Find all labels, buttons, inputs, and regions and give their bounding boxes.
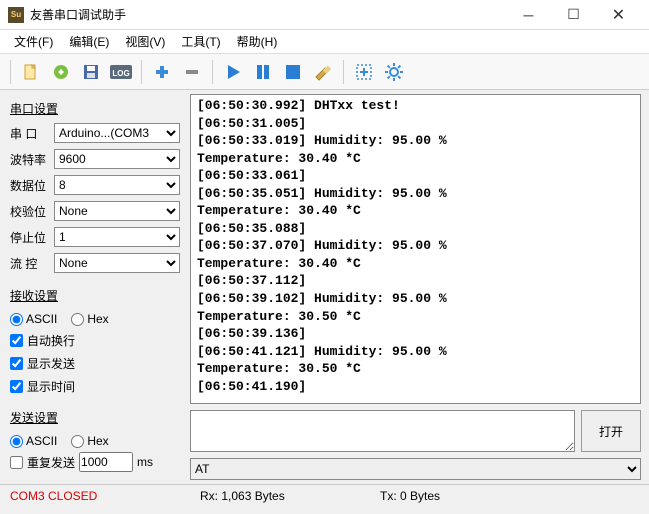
toolbar: LOG (0, 54, 649, 90)
save-button[interactable] (77, 58, 105, 86)
showtime-checkbox[interactable] (10, 380, 23, 393)
flow-row: 流 控 None (10, 253, 180, 273)
maximize-button[interactable]: ☐ (551, 0, 596, 30)
close-button[interactable]: ✕ (596, 0, 641, 30)
toolbar-separator (141, 60, 142, 84)
console-output[interactable]: [06:50:30.992] DHTxx test! [06:50:31.005… (190, 94, 641, 404)
window-controls: ─ ☐ ✕ (506, 0, 641, 30)
menu-view[interactable]: 视图(V) (117, 31, 173, 52)
menu-tools[interactable]: 工具(T) (173, 31, 228, 52)
data-select[interactable]: 8 (54, 175, 180, 195)
right-panel: [06:50:30.992] DHTxx test! [06:50:31.005… (190, 90, 649, 484)
add-box-button[interactable] (350, 58, 378, 86)
toolbar-separator (212, 60, 213, 84)
menubar: 文件(F) 编辑(E) 视图(V) 工具(T) 帮助(H) (0, 30, 649, 54)
showtime-label: 显示时间 (27, 378, 75, 395)
new-file-button[interactable] (17, 58, 45, 86)
stop-select[interactable]: 1 (54, 227, 180, 247)
autowrap-label: 自动换行 (27, 332, 75, 349)
left-panel: 串口设置 串 口 Arduino...(COM3 波特率 9600 数据位 8 … (0, 90, 190, 484)
autowrap-checkbox[interactable] (10, 334, 23, 347)
open-button[interactable]: 打开 (581, 410, 641, 452)
play-button[interactable] (219, 58, 247, 86)
status-port: COM3 CLOSED (0, 489, 190, 503)
stop-label: 停止位 (10, 229, 54, 246)
clear-button[interactable] (309, 58, 337, 86)
log-button[interactable]: LOG (107, 58, 135, 86)
serial-settings-title: 串口设置 (10, 100, 180, 117)
parity-select[interactable]: None (54, 201, 180, 221)
at-select[interactable]: AT (190, 458, 641, 480)
port-label: 串 口 (10, 125, 54, 142)
port-select[interactable]: Arduino...(COM3 (54, 123, 180, 143)
send-format-row: ASCII Hex (10, 434, 180, 448)
recv-ascii-label: ASCII (26, 312, 57, 326)
at-row: AT (190, 458, 641, 480)
menu-edit[interactable]: 编辑(E) (61, 31, 117, 52)
port-row: 串 口 Arduino...(COM3 (10, 123, 180, 143)
statusbar: COM3 CLOSED Rx: 1,063 Bytes Tx: 0 Bytes (0, 484, 649, 506)
showsend-label: 显示发送 (27, 355, 75, 372)
settings-button[interactable] (380, 58, 408, 86)
send-ascii-label: ASCII (26, 434, 57, 448)
send-ascii-radio[interactable]: ASCII (10, 434, 57, 448)
status-rx: Rx: 1,063 Bytes (190, 489, 370, 503)
plus-button[interactable] (148, 58, 176, 86)
parity-label: 校验位 (10, 203, 54, 220)
send-input[interactable] (190, 410, 575, 452)
status-tx: Tx: 0 Bytes (370, 489, 450, 503)
send-ascii-input[interactable] (10, 435, 23, 448)
recv-hex-radio[interactable]: Hex (71, 312, 108, 326)
minimize-button[interactable]: ─ (506, 0, 551, 30)
recv-ascii-input[interactable] (10, 313, 23, 326)
send-hex-radio[interactable]: Hex (71, 434, 108, 448)
repeat-label: 重复发送 (27, 454, 75, 471)
flow-label: 流 控 (10, 255, 54, 272)
recv-settings-title: 接收设置 (10, 287, 180, 304)
autowrap-row[interactable]: 自动换行 (10, 332, 180, 349)
send-settings-title: 发送设置 (10, 409, 180, 426)
baud-label: 波特率 (10, 151, 54, 168)
send-hex-label: Hex (87, 434, 108, 448)
showtime-row[interactable]: 显示时间 (10, 378, 180, 395)
main-area: 串口设置 串 口 Arduino...(COM3 波特率 9600 数据位 8 … (0, 90, 649, 484)
stop-row: 停止位 1 (10, 227, 180, 247)
toolbar-separator (343, 60, 344, 84)
interval-unit: ms (137, 455, 153, 469)
window-title: 友善串口调试助手 (30, 6, 506, 23)
data-label: 数据位 (10, 177, 54, 194)
data-row: 数据位 8 (10, 175, 180, 195)
toolbar-separator (10, 60, 11, 84)
pause-button[interactable] (249, 58, 277, 86)
showsend-checkbox[interactable] (10, 357, 23, 370)
minus-button[interactable] (178, 58, 206, 86)
app-icon: Su (8, 7, 24, 23)
repeat-row: 重复发送 ms (10, 452, 180, 472)
stop-button[interactable] (279, 58, 307, 86)
recv-hex-input[interactable] (71, 313, 84, 326)
recv-ascii-radio[interactable]: ASCII (10, 312, 57, 326)
interval-input[interactable] (79, 452, 133, 472)
baud-select[interactable]: 9600 (54, 149, 180, 169)
titlebar: Su 友善串口调试助手 ─ ☐ ✕ (0, 0, 649, 30)
send-hex-input[interactable] (71, 435, 84, 448)
recv-hex-label: Hex (87, 312, 108, 326)
open-file-button[interactable] (47, 58, 75, 86)
baud-row: 波特率 9600 (10, 149, 180, 169)
menu-file[interactable]: 文件(F) (6, 31, 61, 52)
flow-select[interactable]: None (54, 253, 180, 273)
svg-text:LOG: LOG (112, 69, 129, 78)
menu-help[interactable]: 帮助(H) (229, 31, 286, 52)
repeat-checkbox[interactable] (10, 456, 23, 469)
recv-format-row: ASCII Hex (10, 312, 180, 326)
showsend-row[interactable]: 显示发送 (10, 355, 180, 372)
send-row: 打开 (190, 410, 641, 452)
parity-row: 校验位 None (10, 201, 180, 221)
